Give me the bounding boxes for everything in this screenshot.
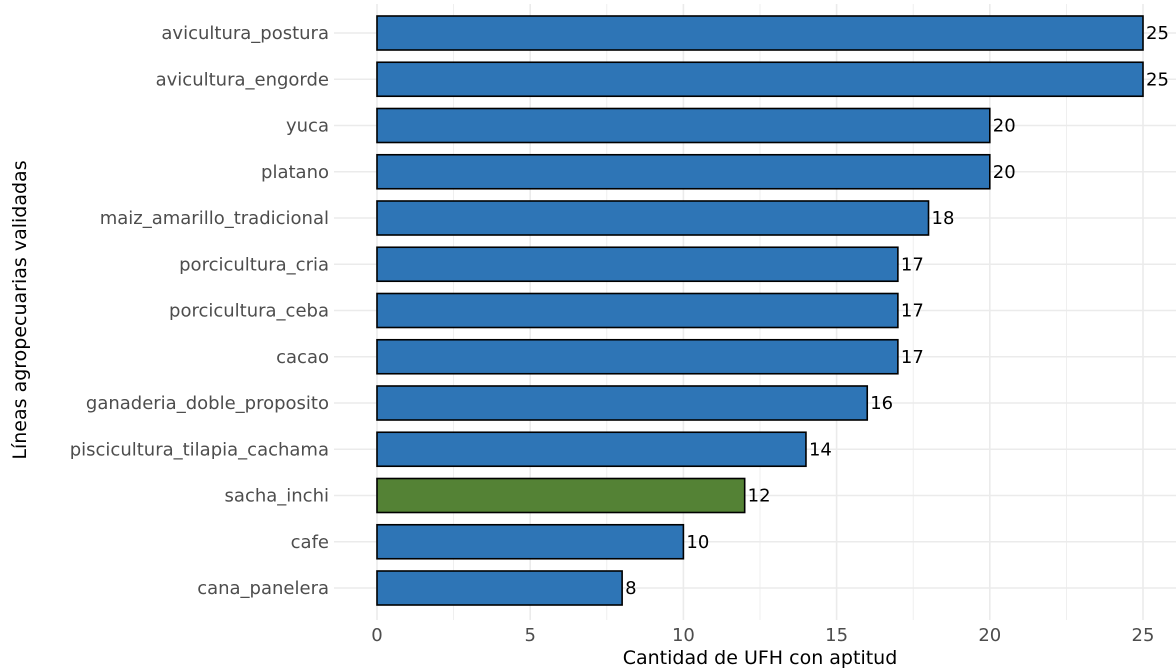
x-tick-label: 20 [978, 625, 1001, 646]
bar-avicultura-postura [376, 15, 1144, 51]
category-label: cacao [276, 347, 329, 368]
bar-piscicultura-tilapia-cachama [376, 431, 807, 468]
value-label: 18 [932, 208, 955, 229]
category-label: maiz_amarillo_tradicional [100, 208, 329, 229]
value-label: 17 [901, 347, 924, 368]
value-label: 25 [1146, 23, 1169, 44]
bar-ganaderia-doble-proposito [376, 385, 869, 421]
bar-cana-panelera [376, 570, 623, 606]
category-label: ganaderia_doble_proposito [86, 393, 329, 414]
category-label: cafe [291, 532, 329, 553]
x-tick-label: 25 [1132, 625, 1155, 646]
value-label: 20 [993, 162, 1016, 183]
category-label: porcicultura_cria [179, 254, 329, 275]
value-label: 25 [1146, 69, 1169, 90]
value-label: 17 [901, 254, 924, 275]
category-label: avicultura_postura [161, 23, 329, 44]
bar-yuca [376, 107, 991, 144]
bar-maiz-amarillo-tradicional [376, 200, 930, 236]
value-label: 14 [809, 439, 832, 460]
category-label: porcicultura_ceba [169, 301, 329, 322]
category-label: piscicultura_tilapia_cachama [70, 439, 329, 460]
category-label: yuca [286, 116, 329, 137]
bar-porcicultura-cria [376, 246, 899, 283]
x-tick-label: 10 [672, 625, 695, 646]
x-tick-label: 5 [524, 625, 535, 646]
x-tick-label: 15 [825, 625, 848, 646]
bar-cacao [376, 338, 899, 375]
category-label: sacha_inchi [225, 486, 329, 507]
category-label: cana_panelera [197, 578, 329, 599]
bars [376, 15, 1144, 606]
value-label: 16 [870, 393, 893, 414]
category-label: avicultura_engorde [156, 69, 329, 90]
bar-cafe [376, 523, 685, 560]
bar-porcicultura-ceba [376, 292, 899, 329]
value-label: 17 [901, 301, 924, 322]
value-labels: 25 25 20 20 18 17 17 17 16 14 12 10 8 [625, 23, 1169, 599]
x-axis-title: Cantidad de UFH con aptitud [623, 647, 898, 669]
category-labels: avicultura_postura avicultura_engordeyuca… [70, 23, 329, 599]
x-tick-label: 0 [371, 625, 382, 646]
y-axis-title: Líneas agropecuarias validadas [9, 160, 31, 459]
bar-avicultura-engorde [376, 61, 1144, 98]
value-label: 20 [993, 116, 1016, 137]
category-label: platano [261, 162, 329, 183]
bar-sacha-inchi [376, 477, 746, 514]
bar-platano [376, 153, 991, 190]
value-label: 10 [686, 532, 709, 553]
value-label: 8 [625, 578, 636, 599]
x-tick-labels: 0 5 10 15 20 25 [371, 625, 1154, 646]
value-label: 12 [748, 486, 771, 507]
